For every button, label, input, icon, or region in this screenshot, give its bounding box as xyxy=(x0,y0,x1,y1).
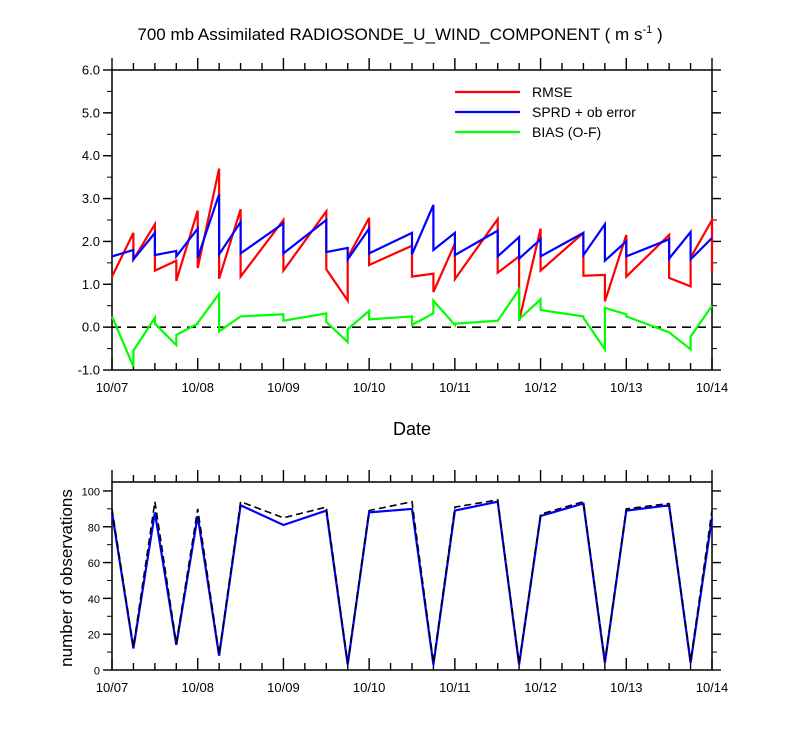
bottom-y-tick-label: 60 xyxy=(88,558,100,570)
legend-label: BIAS (O-F) xyxy=(532,124,601,140)
top-x-axis-label: Date xyxy=(393,419,431,439)
top-y-tick-label: -1.0 xyxy=(78,363,100,378)
legend-label: RMSE xyxy=(532,84,572,100)
bottom-x-tick-label: 10/14 xyxy=(696,680,729,695)
bottom-series-line-observations-used xyxy=(110,500,714,665)
legend-label: SPRD + ob error xyxy=(532,104,636,120)
top-x-tick-label: 10/12 xyxy=(524,380,557,395)
bottom-x-tick-label: 10/07 xyxy=(96,680,129,695)
bottom-y-axis-label: number of observations xyxy=(57,489,76,667)
legend: RMSE SPRD + ob error BIAS (O-F) xyxy=(455,84,636,140)
top-series-line-bias-o-f- xyxy=(110,285,713,368)
bottom-y-tick-label: 20 xyxy=(88,630,100,642)
top-plot-area: 10/07 10/08 10/09 10/10 10/11 10/12 10/13 10/14… xyxy=(78,58,729,395)
top-y-tick-label: 3.0 xyxy=(82,191,100,206)
top-y-tick-label: 6.0 xyxy=(82,63,100,78)
top-y-tick-label: 1.0 xyxy=(82,277,100,292)
bottom-y-tick-label: 40 xyxy=(88,594,100,606)
bottom-series-line-observations-possible xyxy=(111,498,713,663)
top-x-tick-label: 10/14 xyxy=(696,380,729,395)
bottom-x-tick-label: 10/13 xyxy=(610,680,643,695)
bottom-x-tick-label: 10/10 xyxy=(353,680,386,695)
top-x-tick-label: 10/10 xyxy=(353,380,386,395)
top-x-tick-label: 10/09 xyxy=(267,380,300,395)
top-x-tick-label: 10/11 xyxy=(439,380,471,395)
bottom-x-tick-label: 10/12 xyxy=(524,680,557,695)
bottom-y-tick-label: 80 xyxy=(88,522,100,534)
chart-title-units-sup: -1 xyxy=(642,24,652,36)
top-y-tick-label: 0.0 xyxy=(82,320,100,335)
bottom-y-tick-label: 100 xyxy=(82,486,100,498)
bottom-plot-area: 10/07 10/08 10/09 10/10 10/11 10/12 10/13 10/14… xyxy=(82,470,729,695)
chart-title-main: 700 mb Assimilated RADIOSONDE_U_WIND_COM… xyxy=(137,25,642,44)
bottom-y-tick-label: 0 xyxy=(94,666,100,678)
top-series-line-sprd-ob-error xyxy=(111,193,713,264)
top-x-tick-label: 10/07 xyxy=(96,380,129,395)
top-y-tick-label: 5.0 xyxy=(82,105,100,120)
top-y-tick-label: 2.0 xyxy=(82,234,100,249)
chart-title: 700 mb Assimilated RADIOSONDE_U_WIND_COM… xyxy=(137,24,662,44)
bottom-x-tick-label: 10/08 xyxy=(181,680,214,695)
chart-title-close: ) xyxy=(652,25,662,44)
bottom-x-tick-label: 10/11 xyxy=(439,680,471,695)
top-x-tick-label: 10/08 xyxy=(181,380,214,395)
bottom-x-tick-label: 10/09 xyxy=(267,680,300,695)
top-x-tick-label: 10/13 xyxy=(610,380,643,395)
top-y-tick-label: 4.0 xyxy=(82,148,100,163)
